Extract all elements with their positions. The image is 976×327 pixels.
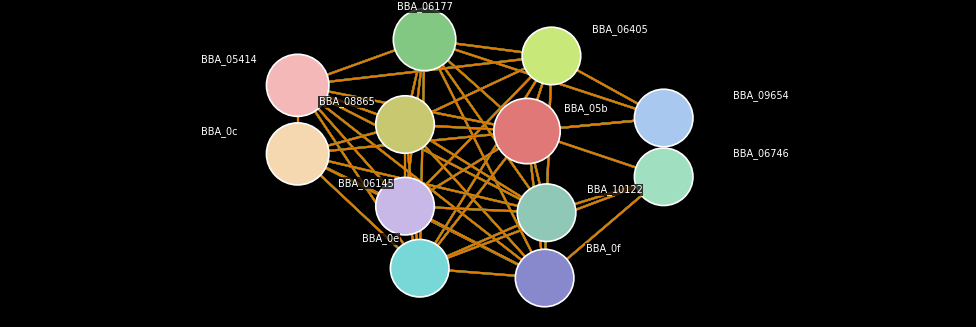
Ellipse shape (376, 96, 434, 153)
Text: BBA_06746: BBA_06746 (733, 148, 790, 159)
Text: BBA_0f: BBA_0f (586, 243, 621, 254)
Ellipse shape (515, 249, 574, 307)
Ellipse shape (376, 178, 434, 235)
Ellipse shape (517, 184, 576, 241)
Ellipse shape (494, 98, 560, 164)
Ellipse shape (522, 27, 581, 85)
Ellipse shape (266, 54, 329, 116)
Text: BBA_06177: BBA_06177 (396, 2, 453, 12)
Text: BBA_05414: BBA_05414 (201, 54, 258, 65)
Ellipse shape (634, 89, 693, 147)
Ellipse shape (390, 239, 449, 297)
Text: BBA_0e: BBA_0e (362, 233, 399, 244)
Text: BBA_05b: BBA_05b (564, 103, 607, 114)
Ellipse shape (634, 148, 693, 205)
Text: BBA_06405: BBA_06405 (591, 24, 648, 35)
Ellipse shape (266, 123, 329, 185)
Text: BBA_08865: BBA_08865 (318, 96, 375, 107)
Text: BBA_0c: BBA_0c (201, 126, 238, 136)
Text: BBA_10122: BBA_10122 (587, 184, 643, 195)
Ellipse shape (393, 9, 456, 71)
Text: BBA_06145: BBA_06145 (338, 178, 394, 189)
Text: BBA_09654: BBA_09654 (733, 90, 790, 101)
